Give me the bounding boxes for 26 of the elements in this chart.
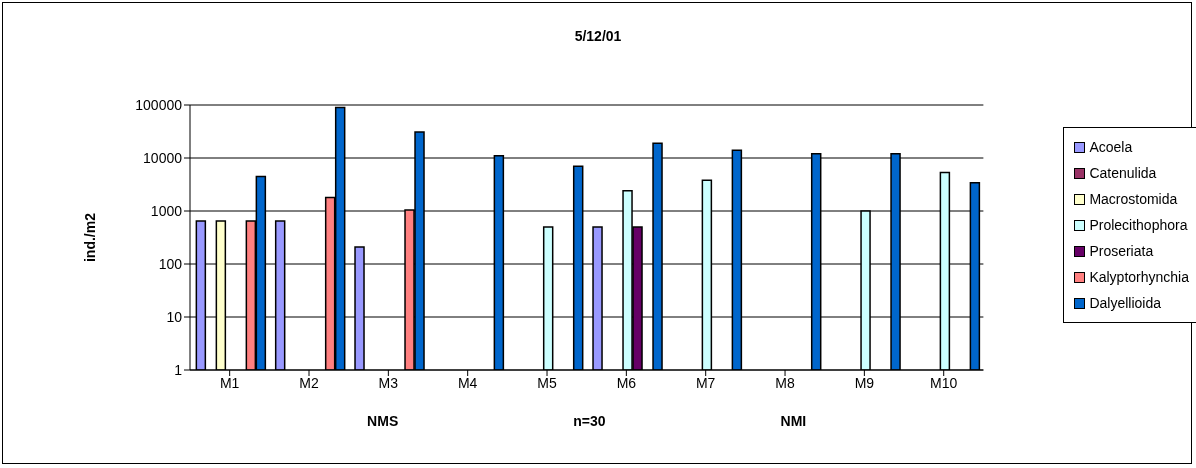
x-tick-label: M2: [299, 374, 319, 391]
x-tick-label: M5: [537, 374, 557, 391]
y-tick-label: 1: [174, 361, 183, 378]
y-tick-label: 10000: [143, 149, 183, 166]
x-tick-label: M8: [775, 374, 795, 391]
legend-label: Macrostomida: [1089, 191, 1178, 207]
x-tick-label: M6: [616, 374, 637, 391]
legend-label: Catenulida: [1089, 165, 1157, 181]
y-axis-title: ind./m2: [81, 212, 98, 263]
y-tick-label: 100000: [135, 96, 183, 113]
x-tick-label: M10: [930, 374, 958, 391]
legend-label: Kalyptorhynchia: [1089, 269, 1189, 285]
x-tick-label: M1: [219, 374, 240, 391]
x-tick-label: M9: [854, 374, 875, 391]
x-tick-label: M4: [457, 374, 478, 391]
legend-label: Prolecithophora: [1089, 217, 1188, 233]
x-axis-title: NMS n=30 NMI: [367, 413, 807, 429]
y-tick-label: 1000: [150, 202, 183, 219]
legend-label: Acoela: [1089, 139, 1133, 155]
y-tick-label: 10: [166, 308, 183, 325]
legend-label: Proseriata: [1089, 243, 1154, 259]
legend-label: Dalyellioida: [1089, 295, 1161, 311]
x-tick-label: M7: [695, 374, 716, 391]
chart-title: 5/12/01: [573, 28, 623, 44]
x-tick-label: M3: [378, 374, 399, 391]
y-tick-label: 100: [158, 255, 183, 272]
